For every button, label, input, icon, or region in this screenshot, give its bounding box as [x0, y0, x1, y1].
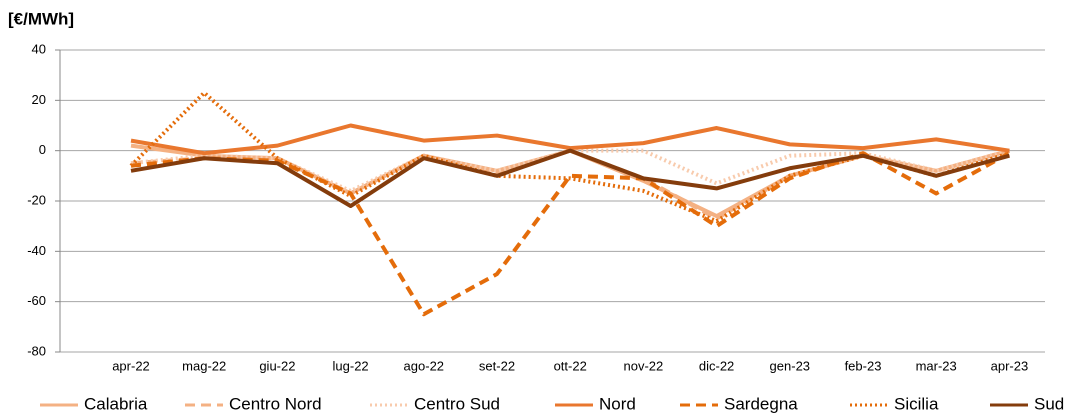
x-tick-label: apr-22	[112, 358, 150, 373]
y-tick-label: -20	[27, 192, 46, 207]
x-tick-label: feb-23	[845, 358, 882, 373]
y-tick-label: -40	[27, 243, 46, 258]
series-line	[130, 123, 1010, 156]
legend-label: Sardegna	[724, 394, 798, 413]
y-tick-label: -60	[27, 293, 46, 308]
legend-label: Centro Sud	[414, 394, 500, 413]
series-line	[130, 148, 1010, 209]
legend-label: Sud	[1034, 394, 1064, 413]
x-tick-label: giu-22	[259, 358, 295, 373]
x-tick-label: mag-22	[182, 358, 226, 373]
legend-label: Sicilia	[894, 394, 939, 413]
x-tick-label: gen-23	[770, 358, 810, 373]
y-tick-label: 20	[32, 92, 46, 107]
series-line	[130, 151, 1011, 317]
legend-label: Nord	[599, 394, 636, 413]
x-tick-label: ago-22	[404, 358, 444, 373]
x-tick-label: apr-23	[991, 358, 1029, 373]
x-tick-label: ott-22	[554, 358, 587, 373]
x-tick-label: set-22	[479, 358, 515, 373]
x-tick-label: nov-22	[624, 358, 664, 373]
series-line	[129, 90, 1010, 224]
series-line	[130, 143, 1010, 219]
y-tick-label: -80	[27, 343, 46, 358]
x-tick-label: dic-22	[699, 358, 734, 373]
x-tick-label: lug-22	[333, 358, 369, 373]
y-tick-label: 40	[32, 41, 46, 56]
legend-label: Calabria	[84, 394, 148, 413]
x-tick-label: mar-23	[916, 358, 957, 373]
y-tick-label: 0	[39, 142, 46, 157]
chart-title: [€/MWh]	[8, 9, 74, 28]
legend-label: Centro Nord	[229, 394, 322, 413]
